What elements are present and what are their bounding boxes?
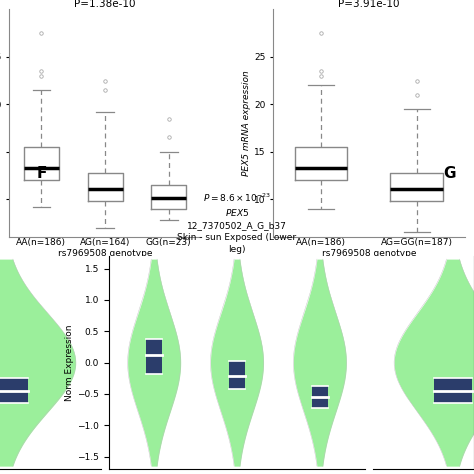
FancyBboxPatch shape: [146, 339, 163, 374]
X-axis label: rs7969508 genotype: rs7969508 genotype: [322, 249, 416, 258]
FancyBboxPatch shape: [229, 361, 245, 389]
Text: G: G: [444, 166, 456, 181]
FancyBboxPatch shape: [0, 378, 28, 403]
Y-axis label: PEX5 mRNA expression: PEX5 mRNA expression: [242, 70, 251, 176]
FancyBboxPatch shape: [434, 378, 472, 403]
Title: P=1.38e-10: P=1.38e-10: [74, 0, 136, 9]
Y-axis label: Norm Expression: Norm Expression: [65, 324, 74, 401]
X-axis label: rs7969508 genotype: rs7969508 genotype: [58, 249, 152, 258]
FancyBboxPatch shape: [311, 386, 328, 408]
Title: $P=8.6\times10^{-23}$
$\it{PEX5}$
12_7370502_A_G_b37
Skin - sun Exposed (Lower
l: $P=8.6\times10^{-23}$ $\it{PEX5}$ 12_737…: [177, 191, 297, 254]
Text: F: F: [36, 166, 47, 181]
Title: P=3.91e-10: P=3.91e-10: [338, 0, 400, 9]
